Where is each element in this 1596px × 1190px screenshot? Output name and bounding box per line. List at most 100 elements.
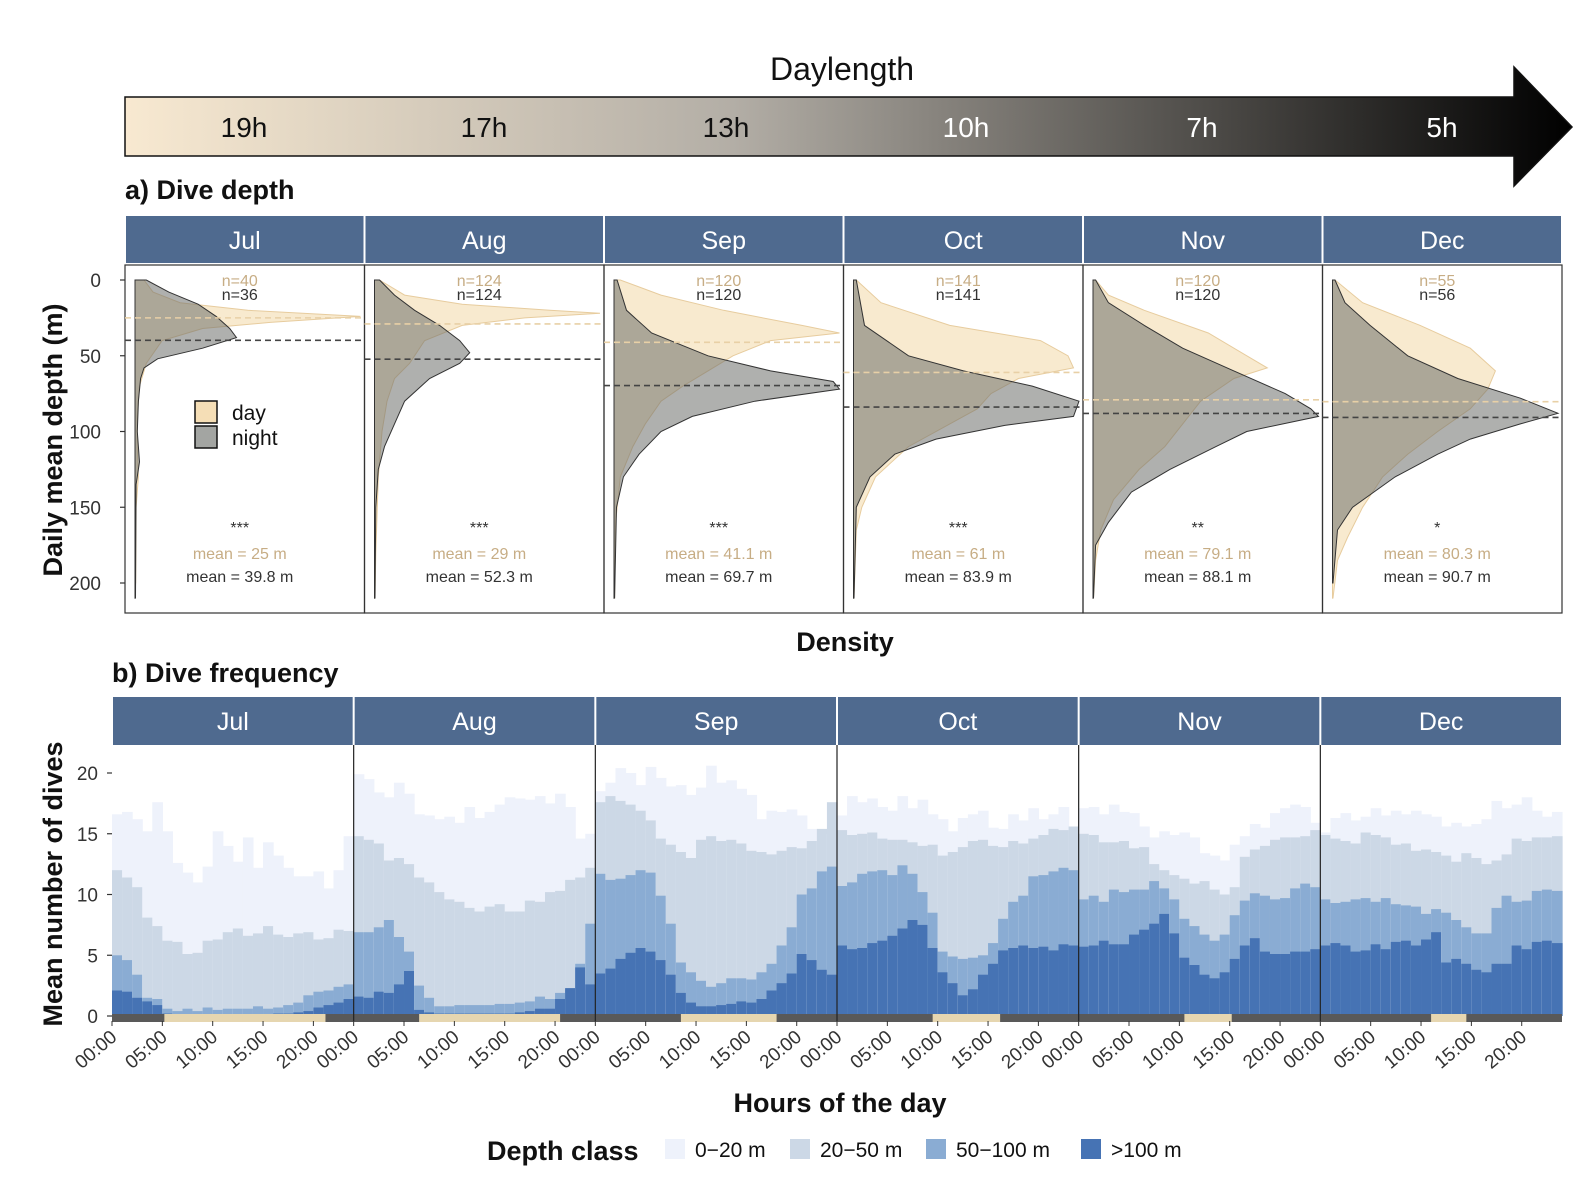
bar-aug-20:00-20-50-m (555, 890, 566, 1016)
strip-label-dec: Dec (1419, 708, 1463, 736)
bar-jul-02:00-20-50-m (132, 887, 143, 1016)
bar-aug-01:00-50-100-m (363, 932, 375, 1016)
depth-panel-dec: Dec n=55n=56 * mean = 80.3 m mean = 90.7 m (1321, 216, 1563, 614)
bar-aug-13:00-20-50-m (484, 906, 496, 1016)
bar-oct-17:00-100-m (1008, 948, 1019, 1016)
depth-tick-label-200: 200 (69, 574, 101, 595)
strip-nov (1084, 216, 1322, 263)
strip-oct (844, 216, 1082, 263)
daylength-title: Daylength (770, 51, 914, 87)
bar-sep-23:00-100-m (826, 974, 838, 1016)
time-tick-label-aug-1: 05:00 (363, 1027, 413, 1074)
mean-day-dec: mean = 80.3 m (1384, 546, 1491, 563)
bar-nov-17:00-100-m (1249, 938, 1261, 1016)
panel-b-title: b) Dive frequency (112, 658, 339, 688)
bar-jul-11:00-0-20-m (222, 845, 234, 1016)
bar-oct-20:00-50-100-m (1038, 875, 1050, 1016)
bar-jul-04:00-100-m (152, 1005, 163, 1016)
bar-nov-04:00-100-m (1118, 944, 1130, 1016)
n-night-nov: n=120 (1175, 287, 1220, 304)
bar-jul-14:00-50-100-m (252, 1006, 264, 1016)
mean-night-aug: mean = 52.3 m (426, 569, 533, 586)
depth-class-legend: Depth class 0−20 m 20−50 m 50−100 m >100 m (487, 1136, 1182, 1166)
bar-dec-19:00-100-m (1511, 945, 1523, 1016)
time-tick-label-sep-1: 05:00 (605, 1027, 655, 1074)
time-tick-label-oct-3: 15:00 (947, 1027, 997, 1074)
bar-sep-22:00-100-m (816, 969, 828, 1016)
bar-jul-02:00-50-100-m (132, 974, 143, 1016)
bar-oct-20:00-100-m (1038, 946, 1050, 1016)
bar-dec-14:00-100-m (1461, 963, 1472, 1016)
bar-sep-13:00-50-100-m (726, 978, 737, 1016)
bar-jul-20:00-100-m (313, 1007, 325, 1016)
bar-sep-12:00-100-m (716, 1005, 727, 1016)
bar-oct-08:00-100-m (917, 924, 929, 1016)
time-tick-label-dec-1: 05:00 (1330, 1027, 1380, 1074)
bar-oct-06:00-100-m (897, 928, 909, 1016)
bar-jul-05:00-0-20-m (162, 831, 174, 1016)
bar-nov-14:00-100-m (1219, 972, 1231, 1016)
bar-nov-10:00-100-m (1179, 957, 1191, 1016)
bar-sep-08:00-100-m (675, 992, 687, 1016)
bar-sep-01:00-100-m (605, 968, 617, 1016)
strip-label-jul: Jul (229, 227, 261, 255)
bar-oct-22:00-100-m (1058, 944, 1070, 1016)
bar-sep-14:00-100-m (736, 1001, 747, 1016)
time-tick-label-aug-0: 00:00 (313, 1027, 363, 1074)
bar-jul-15:00-20-50-m (263, 926, 274, 1016)
bar-dec-04:00-100-m (1360, 950, 1372, 1016)
mean-night-sep: mean = 69.7 m (665, 569, 772, 586)
bar-oct-10:00-100-m (937, 972, 949, 1016)
significance-jul: *** (230, 520, 249, 537)
bar-aug-21:00-20-50-m (565, 879, 576, 1016)
bar-sep-02:00-50-100-m (615, 878, 627, 1016)
time-tick-label-oct-1: 05:00 (847, 1027, 897, 1074)
bar-oct-12:00-20-50-m (957, 847, 969, 1016)
bar-sep-23:00-50-100-m (826, 866, 838, 1016)
bar-sep-11:00-100-m (706, 1006, 717, 1016)
mean-night-oct: mean = 83.9 m (905, 569, 1012, 586)
bar-sep-07:00-50-100-m (665, 923, 677, 1016)
bar-dec-12:00-100-m (1441, 962, 1452, 1016)
daylength-label-17h: 17h (461, 112, 508, 143)
night-density-sep (613, 279, 841, 599)
bar-dec-22:00-100-m (1541, 940, 1553, 1016)
bar-sep-11:00-50-100-m (706, 986, 717, 1016)
depth-class-legend-title: Depth class (487, 1136, 639, 1166)
strip-label-nov: Nov (1177, 708, 1222, 736)
time-tick-label-nov-0: 00:00 (1038, 1027, 1088, 1074)
bar-dec-21:00-100-m (1531, 941, 1543, 1016)
bar-sep-18:00-20-50-m (776, 850, 788, 1016)
bar-aug-16:00-20-50-m (514, 911, 526, 1016)
bar-oct-02:00-100-m (857, 948, 868, 1016)
bar-oct-13:00-100-m (967, 989, 979, 1016)
depth-class-label-100-m: >100 m (1111, 1139, 1182, 1162)
bar-sep-15:00-20-50-m (746, 850, 758, 1016)
freq-panel-oct: Oct 00:00 05:00 10:00 15:00 20:00 (796, 697, 1080, 1074)
n-day-dec: n=55 (1419, 273, 1455, 290)
bar-jul-05:00-50-100-m (162, 1008, 174, 1016)
bar-sep-12:00-20-50-m (716, 841, 727, 1016)
bar-oct-19:00-100-m (1028, 948, 1039, 1016)
depth-class-swatch-100-m (1081, 1139, 1101, 1159)
bar-sep-06:00-100-m (655, 960, 667, 1016)
bar-sep-16:00-50-100-m (756, 972, 768, 1016)
time-tick-label-aug-2: 10:00 (414, 1027, 464, 1074)
bar-jul-18:00-50-100-m (293, 1002, 304, 1016)
n-day-jul: n=40 (222, 273, 258, 290)
bar-dec-06:00-100-m (1380, 949, 1392, 1016)
significance-aug: *** (470, 520, 489, 537)
depth-class-swatch-20-50-m (790, 1139, 810, 1159)
time-tick-label-dec-3: 15:00 (1431, 1027, 1481, 1074)
time-tick-label-jul-0: 00:00 (71, 1027, 121, 1074)
significance-dec: * (1434, 520, 1440, 537)
bar-aug-11:00-20-50-m (464, 907, 476, 1016)
bar-aug-02:00-100-m (373, 991, 385, 1016)
strip-label-nov: Nov (1181, 227, 1226, 255)
bar-sep-10:00-20-50-m (696, 839, 707, 1016)
bar-jul-23:00-0-20-m (343, 836, 355, 1016)
freq-panel-sep: Sep 00:00 05:00 10:00 15:00 20:00 (555, 697, 838, 1073)
